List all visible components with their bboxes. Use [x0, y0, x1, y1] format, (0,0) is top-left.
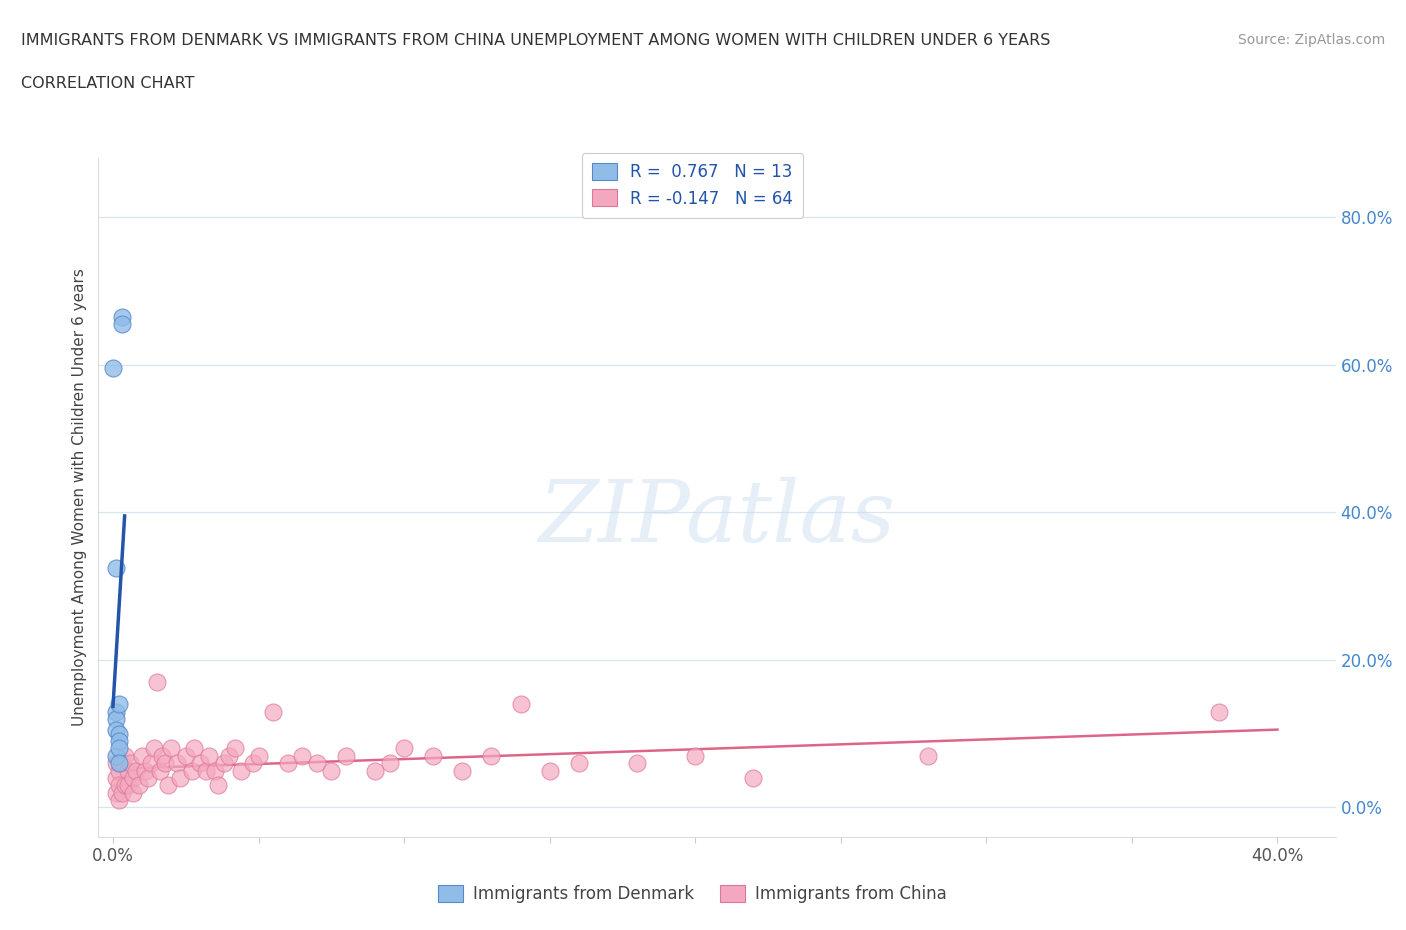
- Point: [122, 771, 145, 786]
- Point: [335, 749, 357, 764]
- Point: [107, 777, 129, 792]
- Point: [111, 317, 134, 332]
- Point: [212, 756, 235, 771]
- Point: [509, 697, 531, 711]
- Point: [378, 756, 401, 771]
- Point: [111, 310, 134, 325]
- Point: [122, 785, 145, 800]
- Point: [128, 777, 150, 792]
- Point: [114, 777, 136, 792]
- Text: IMMIGRANTS FROM DENMARK VS IMMIGRANTS FROM CHINA UNEMPLOYMENT AMONG WOMEN WITH C: IMMIGRANTS FROM DENMARK VS IMMIGRANTS FR…: [21, 33, 1050, 47]
- Point: [262, 704, 284, 719]
- Point: [125, 764, 148, 778]
- Point: [107, 726, 129, 741]
- Point: [136, 771, 159, 786]
- Point: [104, 771, 127, 786]
- Point: [229, 764, 252, 778]
- Point: [247, 749, 270, 764]
- Point: [174, 749, 197, 764]
- Point: [101, 361, 124, 376]
- Point: [107, 756, 129, 771]
- Point: [104, 756, 127, 771]
- Point: [104, 704, 127, 719]
- Point: [134, 764, 156, 778]
- Point: [169, 771, 191, 786]
- Point: [180, 764, 202, 778]
- Point: [198, 749, 221, 764]
- Point: [626, 756, 648, 771]
- Point: [1208, 704, 1230, 719]
- Point: [104, 785, 127, 800]
- Point: [160, 741, 183, 756]
- Point: [305, 756, 328, 771]
- Point: [204, 764, 226, 778]
- Point: [111, 785, 134, 800]
- Point: [148, 764, 170, 778]
- Point: [277, 756, 299, 771]
- Point: [107, 697, 129, 711]
- Point: [207, 777, 229, 792]
- Point: [568, 756, 591, 771]
- Legend: Immigrants from Denmark, Immigrants from China: Immigrants from Denmark, Immigrants from…: [432, 879, 953, 910]
- Point: [683, 749, 706, 764]
- Point: [104, 560, 127, 575]
- Point: [166, 756, 188, 771]
- Point: [142, 741, 165, 756]
- Text: Source: ZipAtlas.com: Source: ZipAtlas.com: [1237, 33, 1385, 46]
- Point: [117, 777, 139, 792]
- Point: [183, 741, 205, 756]
- Point: [422, 749, 444, 764]
- Point: [107, 741, 129, 756]
- Point: [451, 764, 474, 778]
- Point: [120, 756, 142, 771]
- Point: [195, 764, 218, 778]
- Point: [538, 764, 561, 778]
- Point: [117, 764, 139, 778]
- Point: [392, 741, 415, 756]
- Point: [291, 749, 314, 764]
- Point: [155, 756, 177, 771]
- Y-axis label: Unemployment Among Women with Children Under 6 years: Unemployment Among Women with Children U…: [72, 269, 87, 726]
- Point: [364, 764, 387, 778]
- Point: [114, 749, 136, 764]
- Point: [145, 674, 167, 689]
- Point: [107, 764, 129, 778]
- Point: [321, 764, 343, 778]
- Point: [104, 723, 127, 737]
- Point: [107, 734, 129, 749]
- Text: ZIPatlas: ZIPatlas: [538, 476, 896, 559]
- Text: CORRELATION CHART: CORRELATION CHART: [21, 76, 194, 91]
- Point: [107, 792, 129, 807]
- Point: [224, 741, 246, 756]
- Point: [139, 756, 162, 771]
- Point: [104, 749, 127, 764]
- Point: [152, 749, 174, 764]
- Point: [242, 756, 264, 771]
- Point: [111, 756, 134, 771]
- Point: [157, 777, 180, 792]
- Point: [917, 749, 939, 764]
- Point: [131, 749, 153, 764]
- Point: [188, 756, 211, 771]
- Point: [104, 711, 127, 726]
- Point: [481, 749, 503, 764]
- Point: [218, 749, 240, 764]
- Point: [742, 771, 765, 786]
